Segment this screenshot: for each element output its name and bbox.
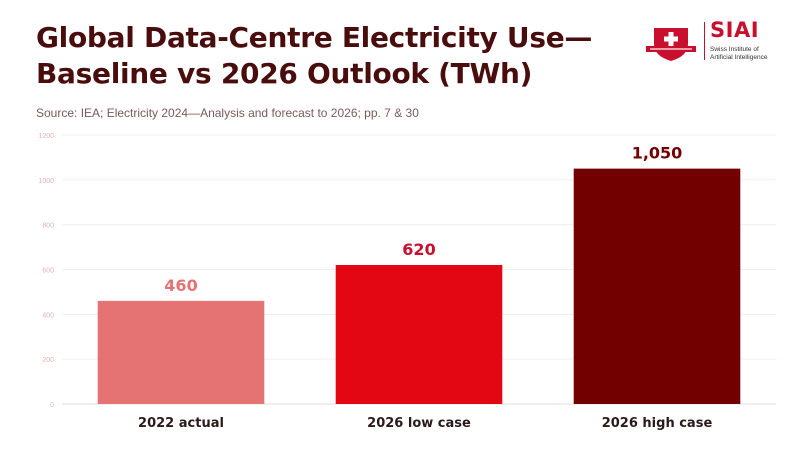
logo-divider bbox=[704, 22, 705, 60]
x-tick-label: 2026 low case bbox=[367, 416, 471, 431]
logo-subtitle: Swiss Institute of Artificial Intelligen… bbox=[710, 46, 780, 61]
y-tick-label: 1200 bbox=[38, 133, 54, 140]
data-label: 460 bbox=[164, 276, 197, 295]
logo-name: SIAI bbox=[710, 18, 760, 42]
y-tick-label: 800 bbox=[42, 223, 54, 230]
bar bbox=[97, 300, 265, 404]
data-label: 1,050 bbox=[632, 144, 683, 163]
data-label: 620 bbox=[402, 240, 435, 259]
swiss-shield-icon bbox=[646, 28, 696, 61]
siai-logo: SIAI Swiss Institute of Artificial Intel… bbox=[646, 18, 776, 64]
chart-title-line-1: Global Data-Centre Electricity Use— bbox=[36, 21, 593, 54]
y-tick-label: 600 bbox=[42, 268, 54, 275]
y-tick-label: 400 bbox=[42, 312, 54, 319]
source-note: Source: IEA; Electricity 2024—Analysis a… bbox=[36, 106, 419, 120]
logo-subtitle-line-2: Artificial Intelligence bbox=[710, 53, 768, 61]
y-tick-label: 0 bbox=[50, 402, 54, 409]
logo-subtitle-line-1: Swiss Institute of bbox=[710, 46, 759, 53]
y-tick-label: 200 bbox=[42, 357, 54, 364]
x-tick-label: 2022 actual bbox=[138, 416, 224, 431]
chart-title: Global Data-Centre Electricity Use— Base… bbox=[36, 20, 596, 92]
bar bbox=[573, 168, 741, 404]
y-tick-label: 1000 bbox=[38, 178, 54, 185]
bar bbox=[335, 265, 503, 404]
x-tick-label: 2026 high case bbox=[602, 416, 713, 431]
chart-title-line-2: Baseline vs 2026 Outlook (TWh) bbox=[36, 57, 533, 90]
